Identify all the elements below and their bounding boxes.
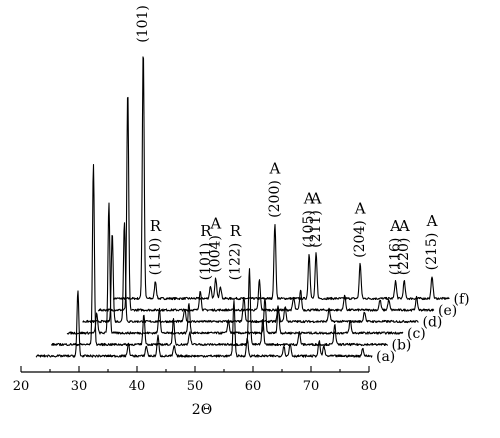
curve-label: (a) [376,349,395,365]
peak-phase-label: A [303,190,315,208]
peak-hkl-label: (200) [267,180,283,218]
x-tick-label: 30 [71,379,88,394]
peak-phase-label: R [150,217,162,235]
xrd-curve-f [112,56,450,301]
peak-phase-label: A [426,212,438,230]
x-tick-label: 40 [129,379,146,394]
peak-hkl-label: (116) [388,238,404,276]
x-tick-label: 20 [13,379,30,394]
peak-hkl-label: (004) [208,235,224,273]
peak-annotations: A(101)R(110)R(101)A(004)R(122)A(200)A(10… [135,0,440,280]
peak-hkl-label: (204) [352,220,368,258]
curve-label: (e) [438,303,457,319]
x-axis-title: 2Θ [192,402,212,418]
peak-hkl-label: (105) [301,210,317,248]
xrd-curves [35,56,450,358]
peak-hkl-label: (215) [424,233,440,271]
curve-labels: (f)(e)(d)(c)(b)(a) [376,292,470,366]
x-tick-label: 60 [245,379,262,394]
peak-phase-label: R [200,222,212,240]
peak-hkl-label: (122) [228,243,244,281]
peak-phase-label: A [354,200,366,218]
x-tick-label: 80 [361,379,378,394]
x-tick-label: 50 [187,379,204,394]
x-axis: 20 30 40 50 60 70 80 [13,366,378,394]
peak-hkl-label: (211) [308,210,324,248]
peak-hkl-label: (110) [147,238,163,276]
peak-hkl-label: (220) [396,238,412,276]
peak-phase-label: A [137,0,149,3]
peak-phase-label: A [209,215,221,233]
peak-phase-label: A [398,217,410,235]
curve-label: (f) [454,292,470,308]
curve-label: (b) [392,338,412,354]
peak-hkl-label: (101) [198,243,214,281]
x-tick-label: 70 [303,379,320,394]
peak-phase-label: A [310,190,322,208]
xrd-curve-a [35,290,373,358]
peak-phase-label: A [268,160,280,178]
xrd-curve-b [51,164,388,347]
peak-hkl-label: (101) [135,5,151,43]
curve-label: (d) [423,315,443,331]
peak-phase-label: A [389,217,401,235]
peak-phase-label: R [230,222,242,240]
curve-label: (c) [407,326,426,342]
